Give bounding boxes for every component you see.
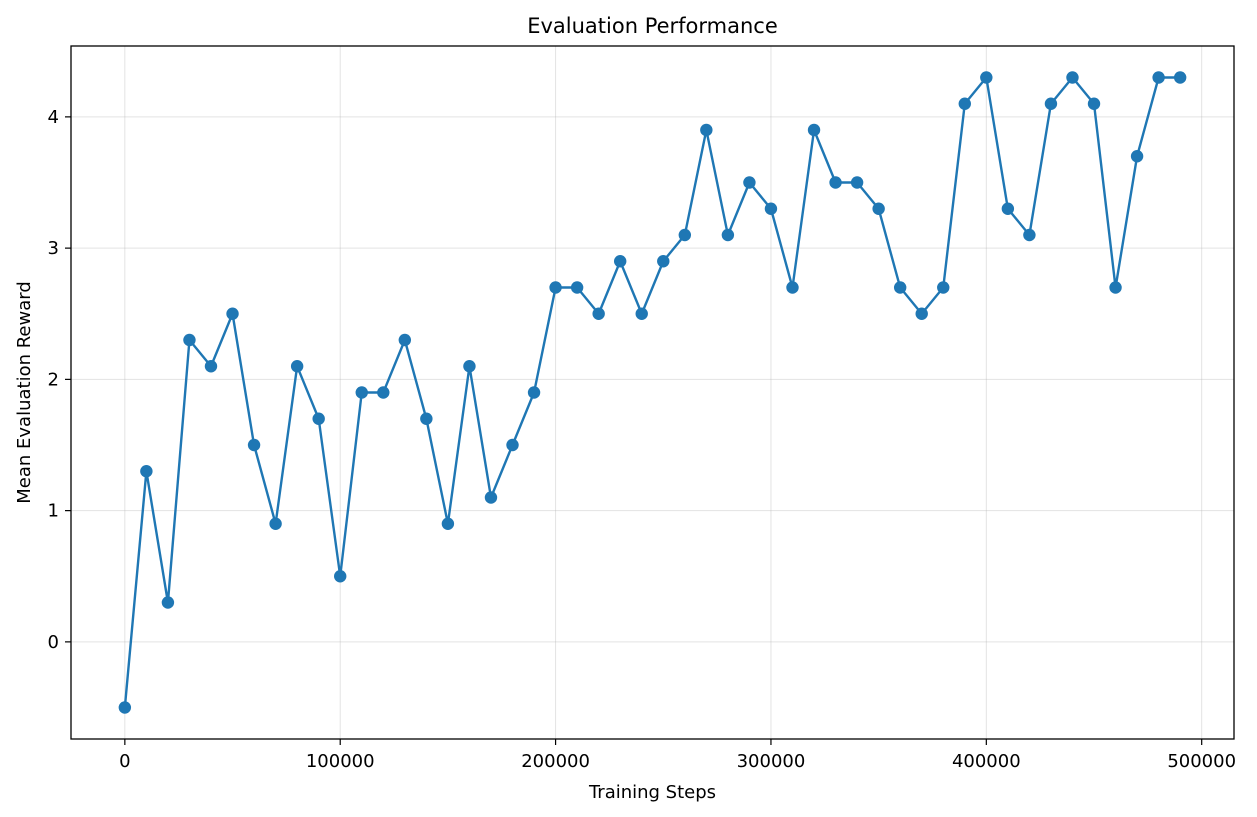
- data-point: [1066, 71, 1079, 84]
- data-point: [893, 281, 907, 294]
- y-tick-label: 4: [48, 107, 59, 128]
- data-point: [1152, 71, 1165, 84]
- data-point: [937, 281, 950, 294]
- data-point: [183, 333, 196, 347]
- data-point: [1087, 97, 1101, 110]
- data-point: [377, 386, 390, 399]
- data-point: [1023, 228, 1036, 242]
- x-tick-label: 400000: [952, 751, 1021, 772]
- data-series: [118, 71, 1187, 714]
- data-point: [463, 360, 476, 373]
- grid-lines: [71, 46, 1234, 739]
- y-axis: 0 1 2 3 4: [48, 107, 71, 653]
- y-axis-label: Mean Evaluation Reward: [14, 281, 35, 504]
- data-point: [743, 176, 756, 189]
- data-point: [829, 176, 842, 189]
- x-tick-label: 300000: [737, 751, 806, 772]
- x-axis: 0 100000 200000 300000 400000 500000: [119, 739, 1236, 772]
- data-point: [269, 517, 282, 530]
- data-point: [290, 360, 304, 373]
- data-point: [592, 307, 605, 320]
- y-tick-label: 1: [48, 501, 59, 522]
- data-point: [958, 97, 971, 110]
- data-point: [247, 438, 261, 452]
- data-point: [1130, 150, 1144, 163]
- data-point: [1001, 202, 1015, 215]
- data-point: [1173, 71, 1187, 84]
- data-point: [1109, 281, 1122, 294]
- data-point: [721, 228, 735, 242]
- data-point: [312, 412, 325, 425]
- data-point: [506, 438, 519, 452]
- data-point: [570, 281, 584, 294]
- data-point: [613, 255, 627, 268]
- data-point: [161, 596, 175, 609]
- data-point: [764, 202, 778, 215]
- data-point: [484, 491, 498, 504]
- data-point: [1044, 97, 1058, 110]
- chart-title: Evaluation Performance: [527, 14, 778, 38]
- data-point: [657, 255, 670, 268]
- x-axis-label: Training Steps: [588, 782, 716, 803]
- data-point: [204, 360, 218, 373]
- data-point: [980, 71, 993, 84]
- data-point: [850, 176, 864, 189]
- data-point: [786, 281, 799, 294]
- data-point: [527, 386, 541, 399]
- data-point: [700, 123, 713, 137]
- x-tick-label: 0: [119, 751, 130, 772]
- x-tick-label: 100000: [306, 751, 375, 772]
- data-point: [807, 123, 821, 137]
- data-point: [872, 202, 885, 215]
- data-point: [355, 386, 368, 399]
- series-line: [123, 76, 1181, 708]
- data-point: [549, 281, 562, 294]
- y-tick-label: 2: [48, 369, 59, 390]
- plot-frame: [70, 45, 1235, 740]
- y-tick-label: 3: [48, 238, 59, 259]
- data-point: [118, 701, 132, 714]
- data-point: [398, 333, 412, 347]
- data-point: [334, 570, 347, 583]
- x-tick-label: 200000: [521, 751, 590, 772]
- x-tick-label: 500000: [1167, 751, 1236, 772]
- data-point: [441, 517, 455, 530]
- data-point: [678, 228, 692, 242]
- data-point: [140, 465, 153, 478]
- data-point: [420, 412, 433, 425]
- data-point: [226, 307, 239, 320]
- data-point: [635, 307, 648, 320]
- data-point: [915, 307, 928, 320]
- y-tick-label: 0: [48, 632, 59, 653]
